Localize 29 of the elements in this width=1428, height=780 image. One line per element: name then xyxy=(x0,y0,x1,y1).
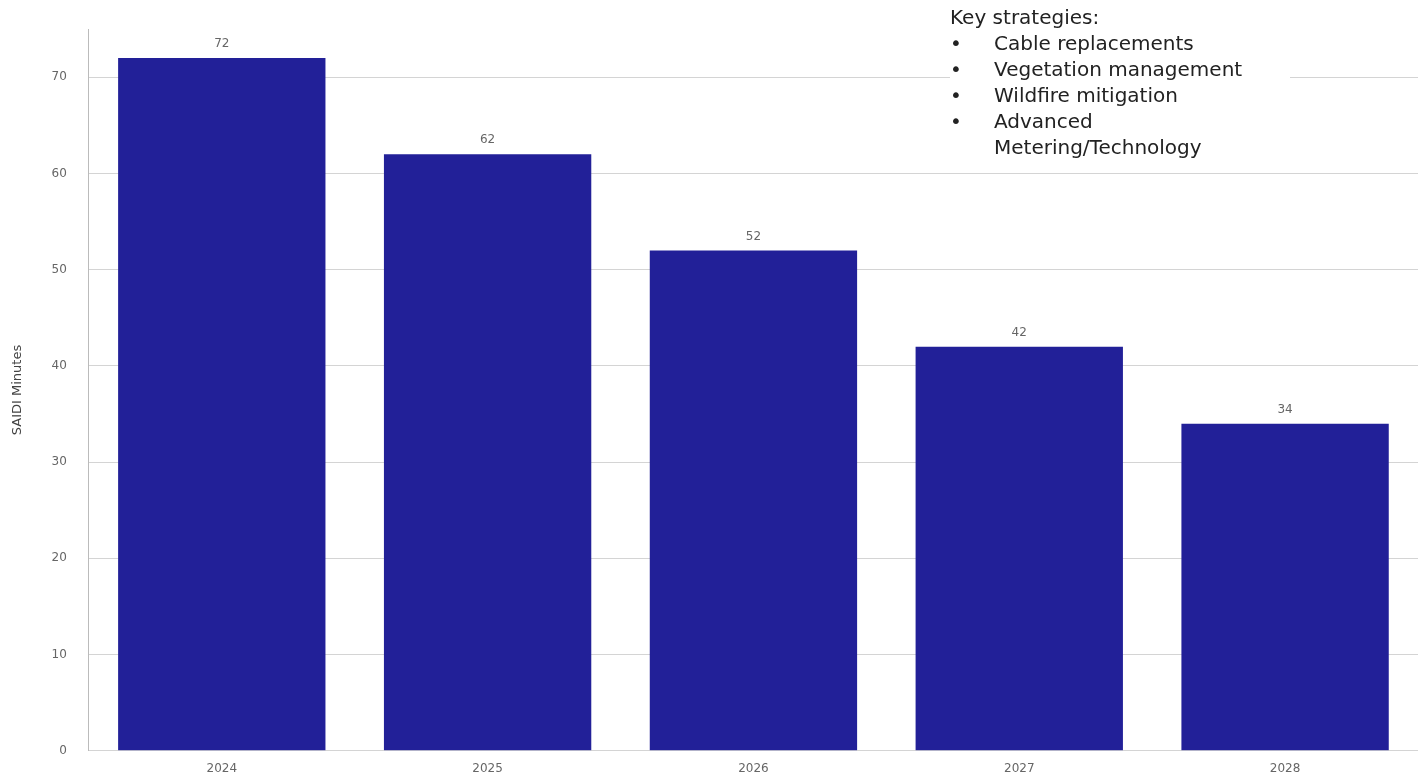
y-tick-label: 0 xyxy=(59,742,67,757)
y-tick-label: 10 xyxy=(51,646,67,661)
x-tick-label: 2028 xyxy=(1269,761,1301,776)
data-label: 34 xyxy=(1277,401,1293,416)
bar xyxy=(649,250,858,751)
data-label: 62 xyxy=(479,132,496,147)
text: Key strategies: xyxy=(950,4,1101,30)
x-tick-label: 2026 xyxy=(738,761,769,776)
annotation: • Advanced Metering/Technology xyxy=(950,108,1203,160)
bar xyxy=(118,58,326,751)
annotation: • Vegetation management xyxy=(950,56,1244,82)
y-tick-label: 70 xyxy=(51,69,67,84)
annotation: • Wildfire mitigation xyxy=(950,82,1179,108)
x-tick-label: 2024 xyxy=(206,761,238,776)
bar xyxy=(915,346,1123,751)
data-label: 52 xyxy=(745,228,762,243)
annotation: • Cable replacements xyxy=(950,30,1195,56)
x-tick-label: 2027 xyxy=(1003,761,1035,776)
bar xyxy=(383,154,592,751)
y-axis-title: SAIDI Minutes xyxy=(9,344,25,436)
data-label: 42 xyxy=(1011,324,1027,339)
x-tick-label: 2025 xyxy=(472,761,503,776)
data-label: 72 xyxy=(214,36,230,51)
y-tick-label: 50 xyxy=(51,261,67,276)
bar xyxy=(1181,423,1389,751)
y-tick-label: 20 xyxy=(51,550,67,565)
y-tick-label: 30 xyxy=(51,454,67,469)
y-tick-label: 40 xyxy=(51,358,67,373)
y-tick-label: 60 xyxy=(51,165,67,180)
